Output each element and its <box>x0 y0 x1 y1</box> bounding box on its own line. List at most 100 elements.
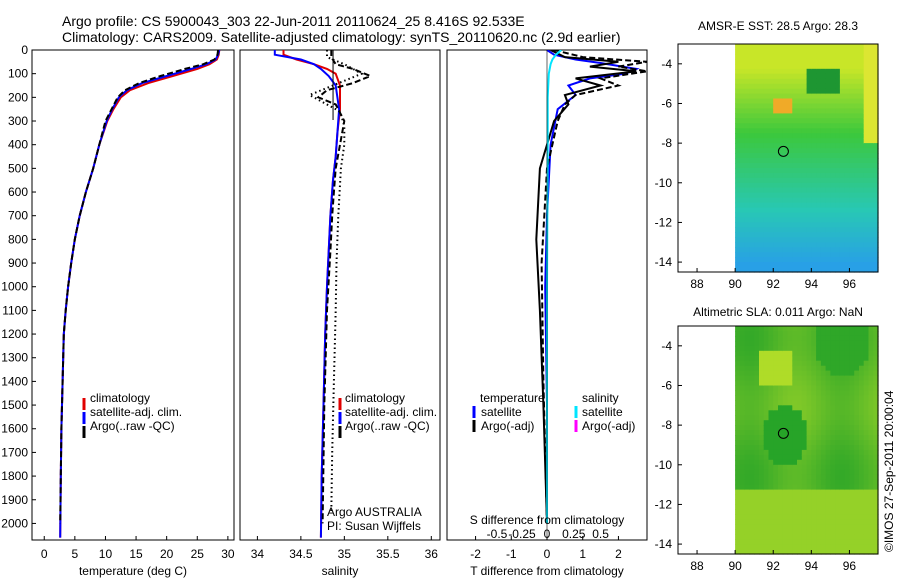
map-cell <box>830 242 836 248</box>
map-cell <box>763 365 770 372</box>
map-cell <box>773 370 779 377</box>
map-cell <box>839 123 846 129</box>
map-cell <box>825 113 831 119</box>
map-cell <box>820 514 827 520</box>
map-cell <box>816 163 822 169</box>
map-cell <box>868 58 874 65</box>
map-cell <box>830 474 836 481</box>
map-cell <box>801 267 808 273</box>
map-cell <box>768 153 774 159</box>
map-cell <box>825 340 831 347</box>
map-cell <box>787 232 793 238</box>
temperature-panel: 0100200300400500600700800900100011001200… <box>1 43 235 578</box>
map-cell <box>739 370 746 377</box>
map-cell <box>806 435 812 441</box>
map-cell <box>801 227 808 233</box>
map-cell <box>773 232 779 238</box>
map-cell <box>754 247 760 253</box>
map-cell <box>835 445 841 451</box>
map-cell <box>854 445 860 451</box>
map-cell <box>873 58 879 65</box>
map-cell <box>806 390 812 396</box>
map-cell <box>868 232 874 238</box>
map-cell <box>839 509 846 515</box>
map-cell <box>844 489 851 496</box>
map-cell <box>868 539 874 545</box>
map-cell <box>868 420 874 426</box>
map-cell <box>830 395 836 401</box>
map-cell <box>792 544 798 550</box>
map-cell <box>801 93 808 100</box>
map-cell <box>739 504 746 510</box>
map-cell <box>859 420 865 426</box>
map-y-tick-label: -12 <box>655 497 673 511</box>
map-cell <box>744 415 751 421</box>
map-cell <box>835 58 841 65</box>
map-cell <box>839 217 846 224</box>
map-cell <box>844 494 851 501</box>
map-cell <box>749 227 755 233</box>
map-cell <box>873 123 879 129</box>
map-cell <box>787 524 793 530</box>
map-cell <box>768 237 774 243</box>
map-cell <box>820 158 827 164</box>
map-cell <box>806 83 812 90</box>
map-cell <box>806 212 812 219</box>
map-cell <box>797 242 803 248</box>
map-cell <box>820 148 827 154</box>
map-cell <box>835 514 841 520</box>
map-cell <box>806 44 812 50</box>
map-cell <box>859 133 865 139</box>
map-cell <box>778 350 784 357</box>
map-cell <box>873 128 879 134</box>
map-cell <box>816 73 822 80</box>
map-cell <box>816 454 822 461</box>
map-cell <box>778 549 784 555</box>
map-cell <box>873 469 879 476</box>
map-cell <box>835 53 841 60</box>
map-cell <box>759 390 765 396</box>
map-cell <box>830 415 836 421</box>
map-cell <box>830 400 836 406</box>
map-cell <box>844 420 851 426</box>
map-cell <box>849 93 855 100</box>
map-cell <box>759 128 765 134</box>
map-cell <box>759 217 765 224</box>
map-cell <box>778 370 784 377</box>
map-cell <box>863 49 870 55</box>
map-cell <box>792 232 798 238</box>
map-cell <box>759 197 765 204</box>
map-cell <box>825 108 831 114</box>
x-tick-label: -1 <box>506 547 517 561</box>
map-cell <box>873 172 879 179</box>
map-cell <box>859 534 865 540</box>
map-cell <box>759 49 765 55</box>
map-cell <box>782 539 789 545</box>
map-cell <box>754 53 760 60</box>
map-cell <box>820 360 827 367</box>
map-cell <box>854 484 860 491</box>
map-cell <box>844 464 851 471</box>
map-cell <box>797 464 803 471</box>
map-cell <box>754 464 760 471</box>
map-cell <box>749 78 755 85</box>
map-cell <box>763 153 770 159</box>
map-cell <box>763 63 770 70</box>
map-cell <box>792 202 798 209</box>
map-cell <box>854 227 860 233</box>
map-cell <box>782 345 789 352</box>
map-cell <box>768 262 774 268</box>
map-cell <box>839 360 846 367</box>
map-cell <box>844 128 851 134</box>
map-cell <box>773 335 779 342</box>
map-cell <box>839 78 846 85</box>
map-cell <box>830 519 836 525</box>
map-cell <box>763 524 770 530</box>
map-cell <box>844 113 851 119</box>
map-cell <box>839 88 846 95</box>
map-cell <box>797 489 803 496</box>
map-cell <box>735 539 741 545</box>
map-cell <box>825 430 831 436</box>
map-cell <box>835 167 841 174</box>
map-cell <box>768 474 774 481</box>
